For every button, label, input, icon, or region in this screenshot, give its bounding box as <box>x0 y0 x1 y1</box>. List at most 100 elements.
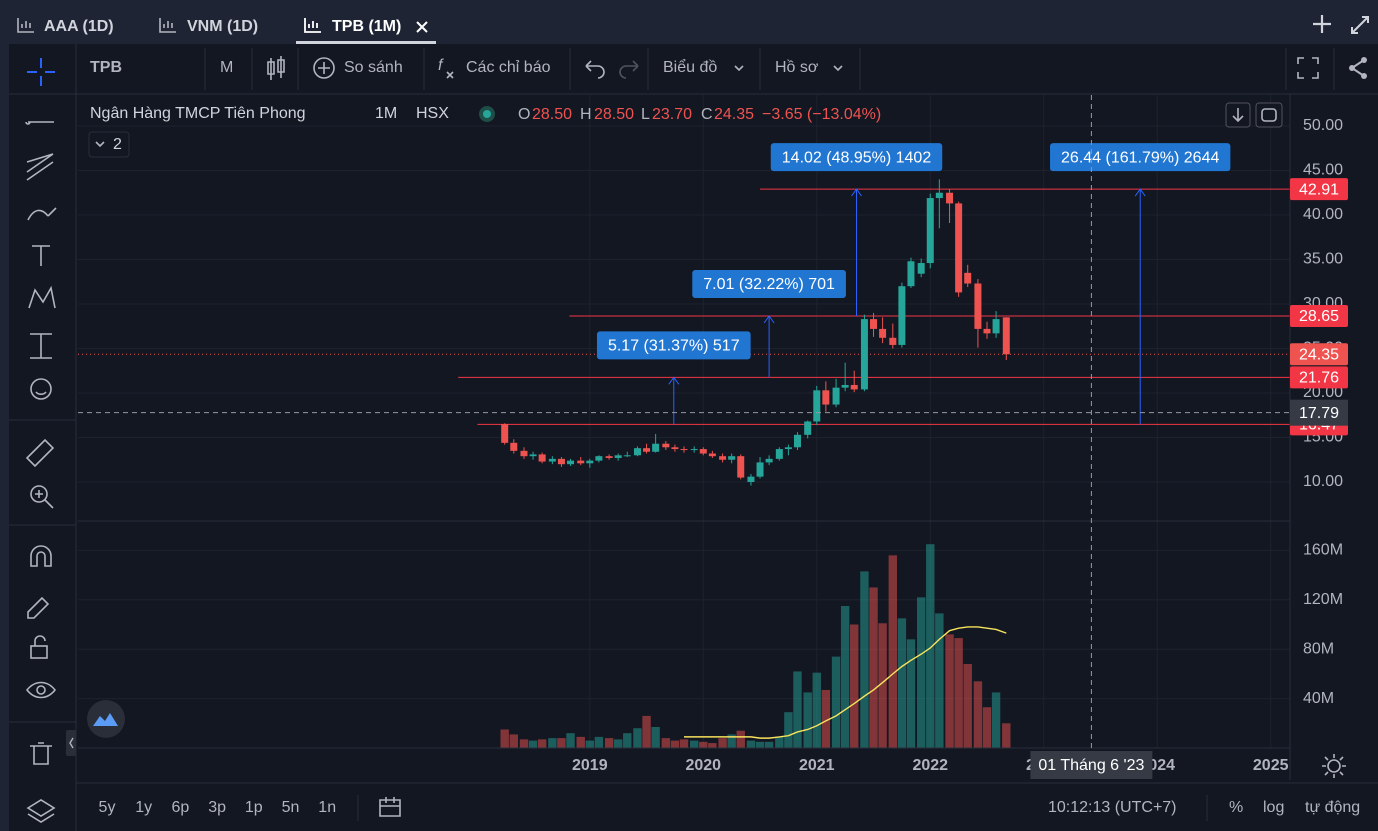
add-tab[interactable] <box>1313 15 1331 33</box>
x-tick-label: 2021 <box>799 757 835 774</box>
volume-bar <box>509 734 518 748</box>
candle-body <box>510 442 518 451</box>
legend-toggle[interactable] <box>88 131 130 158</box>
profile-button[interactable]: Hồ sơ <box>775 59 819 76</box>
legend-name: Ngân Hàng TMCP Tiên Phong <box>90 105 306 122</box>
volume-bar <box>803 692 812 748</box>
volume-bar <box>594 736 604 748</box>
redo[interactable] <box>619 60 639 79</box>
lock-drawing[interactable] <box>27 596 50 619</box>
price-line-label-box <box>1290 305 1348 327</box>
reset-view[interactable] <box>1255 102 1283 128</box>
dropdown-arrow <box>734 65 744 72</box>
volume-bar <box>557 738 566 748</box>
range-button[interactable]: 1p <box>245 799 263 816</box>
volume-bar <box>963 664 972 748</box>
range-button[interactable]: 3p <box>208 799 226 816</box>
measure-arrowhead <box>668 376 680 385</box>
volume-bar <box>718 738 727 748</box>
tab-icon <box>159 18 176 33</box>
volume-bar <box>585 740 595 748</box>
chart-style-button[interactable]: Biểu đồ <box>663 58 717 76</box>
measure-arrowhead <box>851 188 862 197</box>
candle-body <box>793 434 801 448</box>
candle-body <box>832 387 840 405</box>
brush-tool[interactable] <box>27 207 57 221</box>
tab-active[interactable]: TPB (1M) <box>296 18 436 44</box>
lock-tool[interactable] <box>30 645 48 659</box>
crosshair-tool[interactable] <box>27 58 55 86</box>
candle-body <box>643 448 651 452</box>
range-button[interactable]: 5y <box>99 799 116 816</box>
layers[interactable] <box>26 799 56 823</box>
tab[interactable]: AAA (1D) <box>17 18 114 35</box>
candle-icon[interactable] <box>267 56 285 80</box>
expand[interactable] <box>1351 16 1369 34</box>
measure-label: 7.01 (32.22%) 701 <box>703 276 835 293</box>
volume-bar <box>500 729 509 748</box>
measure-tool[interactable] <box>30 333 52 359</box>
scale-button[interactable]: tự động <box>1305 799 1360 816</box>
share-dot <box>1361 57 1367 63</box>
settings[interactable] <box>1327 759 1341 773</box>
interval[interactable]: M <box>220 59 233 76</box>
visibility-tool <box>36 685 46 695</box>
range-button[interactable]: 1y <box>135 799 152 816</box>
settings <box>1322 754 1346 778</box>
undo[interactable] <box>585 60 605 79</box>
price-line-label: 28.65 <box>1299 308 1339 325</box>
volume-bar <box>916 597 926 748</box>
emoji-tool <box>35 391 47 396</box>
pattern-tool[interactable] <box>28 285 56 309</box>
volume-bar <box>784 712 793 748</box>
tab-label: VNM (1D) <box>187 18 258 35</box>
symbol[interactable]: TPB <box>90 59 122 76</box>
range-button[interactable]: 6p <box>172 799 190 816</box>
text-tool[interactable] <box>32 245 50 266</box>
y-tick-label: 40.00 <box>1303 206 1343 223</box>
visibility-tool[interactable] <box>25 681 57 699</box>
measure-label-box <box>596 331 751 360</box>
emoji-tool[interactable] <box>30 378 52 400</box>
scale-button[interactable]: log <box>1263 799 1284 816</box>
legend-low: 23.70 <box>652 106 692 123</box>
candle-body <box>926 198 934 264</box>
volume-bar <box>679 739 689 748</box>
compare-button[interactable]: So sánh <box>344 59 403 76</box>
goto-date[interactable] <box>379 797 401 817</box>
measure-label: 26.44 (161.79%) 2644 <box>1061 149 1219 166</box>
range-button[interactable]: 1n <box>318 799 336 816</box>
candle-body <box>955 203 963 293</box>
logo[interactable] <box>87 700 125 738</box>
tab[interactable]: VNM (1D) <box>159 18 258 35</box>
close-tab[interactable] <box>416 21 428 33</box>
scale-button[interactable]: % <box>1229 799 1243 816</box>
share-dot <box>1361 73 1367 79</box>
compare-icon <box>318 62 330 74</box>
line-tool[interactable] <box>25 121 54 125</box>
volume-tick-label: 80M <box>1303 640 1334 657</box>
candle-body <box>879 328 887 338</box>
range-button[interactable]: 5n <box>282 799 300 816</box>
volume-bar <box>736 730 745 748</box>
candle-body <box>719 456 727 460</box>
delete-tool[interactable] <box>30 742 52 765</box>
legend-close: 24.35 <box>714 106 754 123</box>
share-dot <box>1349 65 1355 71</box>
indicators-button[interactable]: Các chỉ báo <box>466 59 551 76</box>
zoom-tool[interactable] <box>30 485 48 503</box>
crosshair-price-box <box>1290 399 1348 426</box>
ruler-tool[interactable] <box>25 438 55 468</box>
fib-tool[interactable] <box>26 153 54 181</box>
collapse-sidebar[interactable] <box>66 730 76 756</box>
volume-tick-label: 120M <box>1303 591 1343 608</box>
candle-body <box>671 447 679 450</box>
candle-body <box>756 462 764 477</box>
fullscreen[interactable] <box>1297 57 1319 79</box>
volume-bar <box>604 738 614 748</box>
range-buttons: 5y 1y 6p 3p 1p 5n 1n <box>99 799 337 816</box>
legend-count: 2 <box>113 136 122 153</box>
candle-body <box>860 319 868 390</box>
magnet-tool[interactable] <box>30 545 52 567</box>
logo-mark <box>93 713 118 726</box>
